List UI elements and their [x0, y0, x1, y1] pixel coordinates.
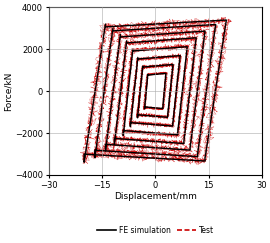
- Legend: FE simulation, Test: FE simulation, Test: [93, 223, 217, 238]
- Y-axis label: Force/kN: Force/kN: [3, 71, 12, 111]
- X-axis label: Displacement/mm: Displacement/mm: [114, 192, 197, 201]
